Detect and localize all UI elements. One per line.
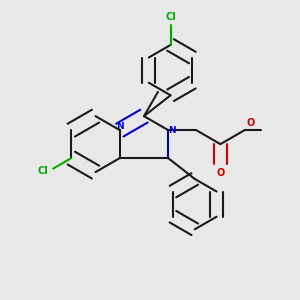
Text: Cl: Cl (38, 166, 49, 176)
Text: N: N (168, 126, 176, 135)
Text: Cl: Cl (165, 11, 176, 22)
Text: N: N (116, 122, 124, 131)
Text: O: O (216, 167, 224, 178)
Text: O: O (247, 118, 255, 128)
